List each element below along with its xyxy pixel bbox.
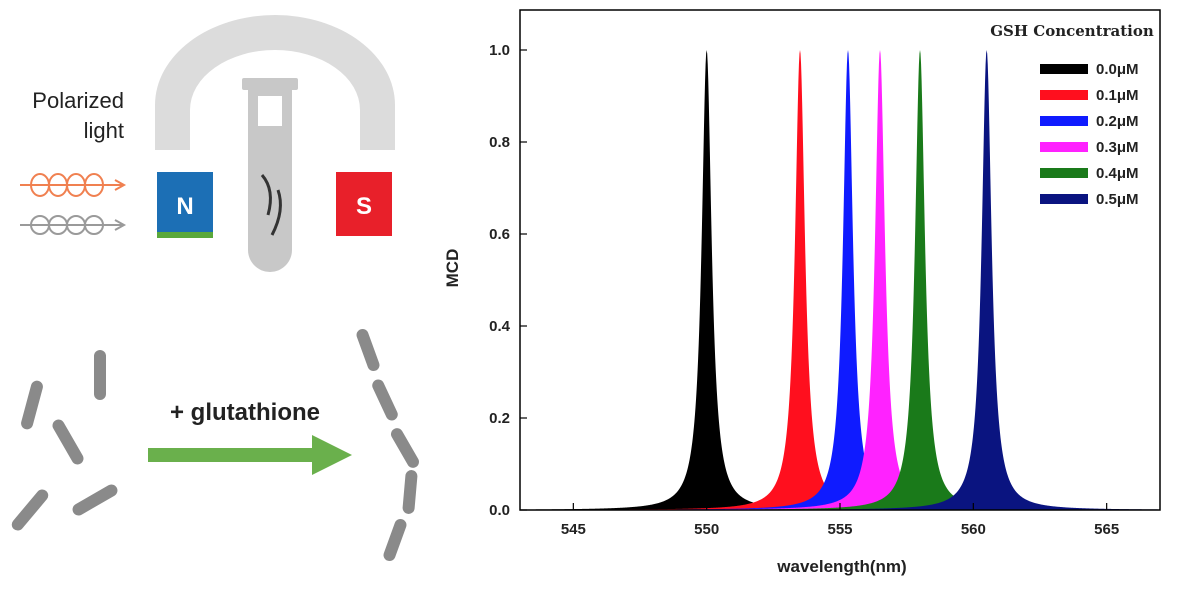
x-axis-label: wavelength(nm) — [776, 557, 906, 576]
polarized-light-gray-icon — [20, 215, 127, 235]
legend-label-0: 0.0μM — [1096, 61, 1139, 78]
legend-swatch-3 — [1040, 142, 1088, 152]
series-area-2 — [520, 50, 1160, 510]
y-tick-label-3: 0.6 — [489, 226, 510, 243]
y-tick-label-0: 0.0 — [489, 502, 510, 519]
y-tick-label-2: 0.4 — [489, 318, 511, 335]
mcd-spectrum-chart: 545 550 555 560 565 0.0 0.2 0.4 0.6 0.8 1.0 0.0μM 0.… — [443, 9, 1161, 576]
legend-label-4: 0.4μM — [1096, 165, 1139, 182]
legend-label-1: 0.1μM — [1096, 87, 1139, 104]
polarized-light-label-line1: Polarized — [32, 88, 124, 113]
magnet-north-base — [157, 232, 213, 238]
legend-swatch-2 — [1040, 116, 1088, 126]
legend-label-3: 0.3μM — [1096, 139, 1139, 156]
x-tick-label-1: 550 — [694, 521, 719, 538]
y-tick-label-1: 0.2 — [489, 410, 510, 427]
legend-title: GSH Concentration — [990, 22, 1154, 40]
x-tick-label-2: 555 — [827, 521, 852, 538]
magnet-north-pole — [157, 172, 213, 236]
assembled-nanorods-icon — [356, 328, 419, 562]
legend-swatch-1 — [1040, 90, 1088, 100]
magnet-body — [155, 15, 395, 150]
test-tube-icon — [242, 78, 298, 272]
polarized-light-red-icon — [20, 173, 127, 197]
y-axis-label: MCD — [443, 249, 462, 288]
magnet-south-pole — [336, 172, 392, 236]
x-tick-label-4: 565 — [1094, 521, 1119, 538]
legend-label-5: 0.5μM — [1096, 191, 1139, 208]
y-tick-label-4: 0.8 — [489, 134, 510, 151]
legend-swatch-0 — [1040, 64, 1088, 74]
magnet-south-label: S — [356, 193, 372, 220]
x-tick-label-3: 560 — [961, 521, 986, 538]
reaction-arrow-icon — [148, 435, 352, 475]
schematic-illustration: N S Polarized light + glutathione — [11, 15, 419, 562]
magnet-north-label: N — [176, 193, 193, 220]
polarized-light-label-line2: light — [84, 118, 124, 143]
dispersed-nanorods-icon — [11, 350, 118, 531]
legend-swatch-4 — [1040, 168, 1088, 178]
legend-label-2: 0.2μM — [1096, 113, 1139, 130]
reagent-label: + glutathione — [170, 399, 320, 426]
legend-swatch-5 — [1040, 194, 1088, 204]
x-tick-label-0: 545 — [561, 521, 586, 538]
y-tick-label-5: 1.0 — [489, 42, 510, 59]
